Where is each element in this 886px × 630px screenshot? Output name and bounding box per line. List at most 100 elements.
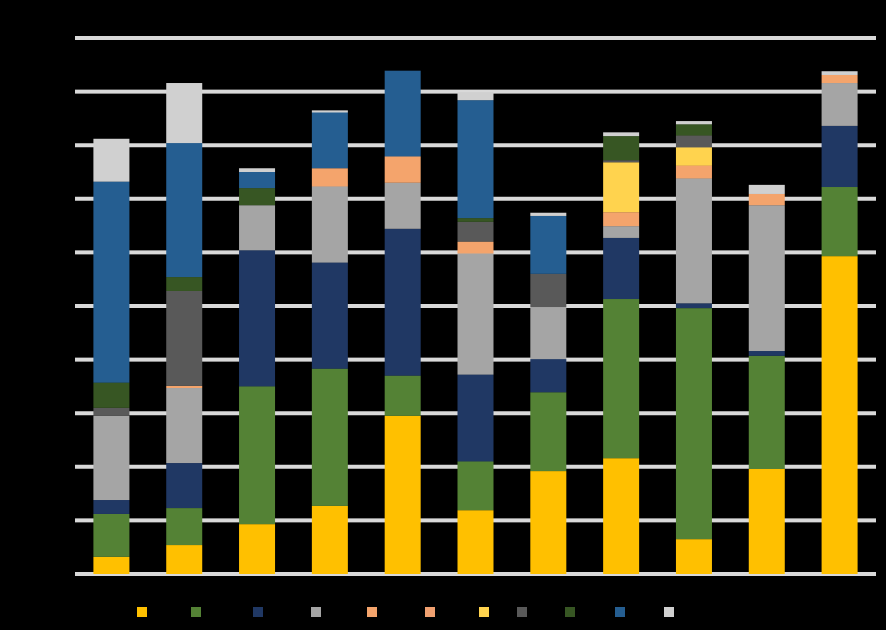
bar-segment	[675, 178, 712, 304]
bar-segment	[239, 172, 276, 189]
y-tick-label: 80	[54, 137, 68, 151]
bar-segment	[93, 138, 130, 182]
y-tick-label: 30	[54, 405, 68, 419]
legend-swatch	[253, 607, 263, 617]
bar-segment	[239, 250, 276, 387]
bar-segment	[311, 110, 348, 113]
bar-segment	[748, 468, 785, 574]
y-tick-label: 70	[54, 191, 68, 205]
bar-segment	[748, 205, 785, 352]
bar-segment	[530, 307, 567, 360]
bar-segment	[748, 351, 785, 356]
legend-swatch	[664, 607, 674, 617]
bar-segment	[311, 168, 348, 187]
bar-segment	[603, 136, 640, 161]
y-tick-label: 40	[54, 352, 68, 366]
bar-segment	[675, 165, 712, 179]
bar-segment	[166, 83, 203, 144]
bar-segment	[530, 359, 567, 393]
legend-swatch	[517, 607, 527, 617]
y-tick-label: 0	[60, 566, 67, 580]
legend-swatch	[191, 607, 201, 617]
y-tick-label: 100	[47, 30, 67, 44]
bar-segment	[166, 545, 203, 574]
bar-segment	[675, 539, 712, 574]
bar-segment	[457, 374, 494, 462]
y-tick-label: 50	[54, 298, 68, 312]
bar-segment	[748, 193, 785, 206]
bar-segment	[603, 226, 640, 238]
bar-segment	[675, 147, 712, 166]
bar-segment	[675, 135, 712, 148]
bar-segment	[675, 303, 712, 309]
legend-swatch	[311, 607, 321, 617]
y-tick-label: 60	[54, 245, 68, 259]
bar-segment	[603, 132, 640, 137]
legend-swatch	[479, 607, 489, 617]
bar-segment	[675, 124, 712, 136]
bar-segment	[530, 273, 567, 308]
bar-segment	[530, 471, 567, 574]
bar-segment	[166, 385, 203, 389]
bar-segment	[675, 308, 712, 540]
bar-segment	[239, 524, 276, 574]
legend-swatch	[565, 607, 575, 617]
bar-segment	[166, 277, 203, 291]
bar-segment	[239, 188, 276, 206]
bar-segment	[166, 143, 203, 278]
bar-segment	[603, 160, 640, 163]
bar-segment	[166, 463, 203, 509]
bar-segment	[603, 212, 640, 227]
bar-segment	[239, 168, 276, 172]
bar-segment	[603, 299, 640, 459]
bar-segment	[311, 262, 348, 369]
bar-segment	[239, 205, 276, 251]
bar-segment	[748, 355, 785, 469]
y-tick-label: 20	[54, 459, 68, 473]
bar-segment	[311, 186, 348, 263]
bar-segment	[530, 392, 567, 472]
bar-segment	[384, 182, 421, 229]
legend-swatch	[137, 607, 147, 617]
bar-segment	[93, 181, 130, 383]
y-tick-label: 90	[54, 84, 68, 98]
bar-segment	[93, 500, 130, 514]
bar-segment	[166, 290, 203, 386]
bar-segment	[311, 505, 348, 574]
bar-segment	[821, 74, 858, 84]
bar-segment	[93, 513, 130, 557]
bar-segment	[457, 241, 494, 254]
bar-segment	[311, 368, 348, 506]
bar-segment	[530, 215, 567, 274]
legend-swatch	[425, 607, 435, 617]
bar-segment	[457, 218, 494, 222]
bar-segment	[821, 256, 858, 574]
y-tick-label: 10	[54, 513, 68, 527]
bar-segment	[384, 415, 421, 574]
bar-segment	[93, 407, 130, 416]
bar-segment	[166, 388, 203, 464]
bar-segment	[457, 253, 494, 375]
bar-segment	[166, 508, 203, 546]
bar-segment	[821, 71, 858, 75]
bar-segment	[93, 415, 130, 501]
bar-segment	[457, 461, 494, 511]
bar-segment	[603, 162, 640, 213]
bar-segment	[603, 458, 640, 574]
bar-segment	[384, 228, 421, 376]
bar-segment	[384, 375, 421, 416]
bar-segment	[821, 125, 858, 188]
bar-segment	[457, 92, 494, 101]
bar-segment	[603, 237, 640, 300]
bar-segment	[384, 156, 421, 183]
bar-segment	[311, 112, 348, 169]
bar-segment	[457, 221, 494, 242]
bar-segment	[675, 121, 712, 125]
legend-swatch	[615, 607, 625, 617]
bar-segment	[821, 83, 858, 126]
bar-segment	[93, 382, 130, 408]
bar-segment	[457, 510, 494, 574]
bar-segment	[530, 212, 567, 216]
